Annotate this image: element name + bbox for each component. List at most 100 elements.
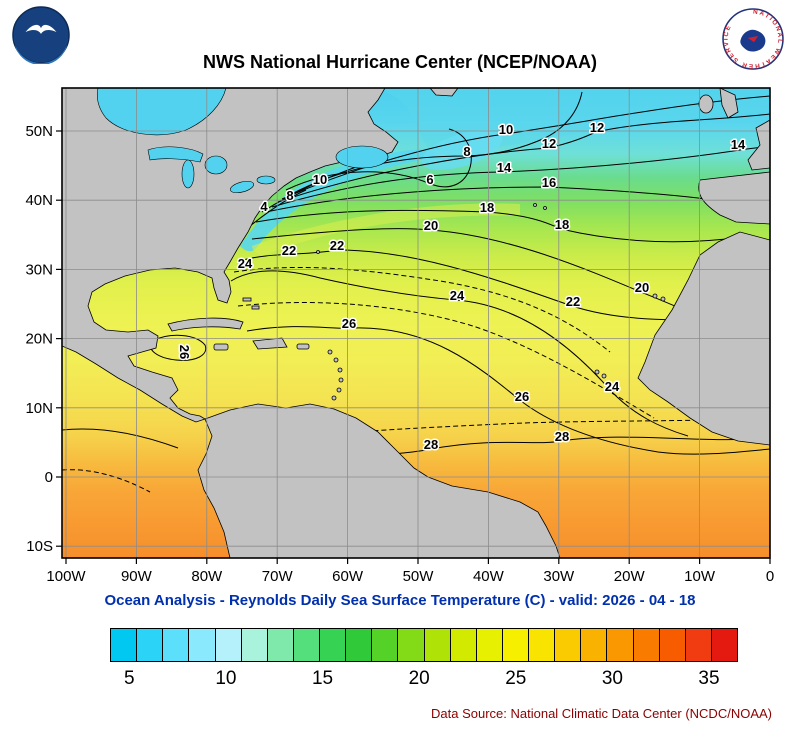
isotherm-18 <box>255 209 745 243</box>
land-azores <box>533 203 537 207</box>
land-cuba <box>167 317 244 332</box>
colorbar-tick-label: 5 <box>124 668 135 689</box>
colorbar-cell <box>424 629 451 661</box>
land-bermuda <box>316 250 320 254</box>
isotherm-25-dashed <box>237 302 655 419</box>
colorbar-cell <box>555 629 582 661</box>
noaa-logo-gull-icon <box>25 24 57 35</box>
land-jamaica <box>213 343 229 351</box>
colorbar-cell <box>163 629 190 661</box>
map-caption: Ocean Analysis - Reynolds Daily Sea Surf… <box>104 592 696 609</box>
sst-map: 4 8 10 6 8 10 12 12 14 14 16 18 18 20 20 22 22 22 24 24 24 26… <box>25 87 774 585</box>
land-antilles-island <box>337 367 343 373</box>
contour-label: 22 <box>566 294 580 309</box>
y-tick-label: 0 <box>45 469 53 486</box>
nws-logo: NATIONAL WEATHER SERVICE <box>722 8 784 70</box>
y-tick-label: 40N <box>25 192 53 209</box>
hudson-bay <box>96 88 227 136</box>
lake-huron <box>204 155 228 175</box>
isotherm-pacific-1 <box>62 428 179 449</box>
colorbar-cell <box>189 629 216 661</box>
contour-label: 22 <box>330 238 344 253</box>
land-puerto-rico <box>296 343 310 350</box>
lake-erie <box>230 180 254 194</box>
land-britain <box>719 88 739 119</box>
contour-label: 12 <box>542 136 556 151</box>
contour-label: 8 <box>286 188 293 203</box>
lake-michigan <box>181 159 195 189</box>
isotherm-23-dashed <box>233 266 611 353</box>
isotherm-6 <box>285 128 472 191</box>
contour-label: 4 <box>260 199 268 214</box>
land-antilles-island <box>338 377 344 383</box>
x-tick-label: 20W <box>614 568 646 585</box>
inland-waters <box>96 88 389 194</box>
y-tick-label: 10N <box>25 400 53 417</box>
cold-water-patch-coast <box>240 149 436 252</box>
land-azores <box>543 206 547 210</box>
land-south-america <box>197 403 561 558</box>
x-tick-label: 50W <box>403 568 435 585</box>
contour-label: 14 <box>731 137 746 152</box>
contour-label: 12 <box>590 120 604 135</box>
x-tick-label: 10W <box>684 568 716 585</box>
contour-label: 10 <box>499 122 513 137</box>
land-canary-island <box>652 293 658 299</box>
land-cape-verde <box>594 369 600 375</box>
land-antilles-island <box>327 349 333 355</box>
x-tick-label: 40W <box>473 568 505 585</box>
contour-label: 26 <box>342 316 356 331</box>
contour-label: 14 <box>497 160 512 175</box>
x-tick-label: 60W <box>332 568 364 585</box>
land-antilles-island <box>336 387 342 393</box>
cold-water-patch-banks <box>421 129 503 171</box>
land-antilles-island <box>331 395 337 401</box>
axes: 100W 90W 80W 70W 60W 50W 40W 30W 20W 10W 0 50N 40N 30… <box>25 123 774 585</box>
contour-labels: 4 8 10 6 8 10 12 12 14 14 16 18 18 20 20 22 22 22 24 24 24 26… <box>176 119 748 454</box>
colorbar-cell <box>111 629 138 661</box>
colorbar-cell <box>346 629 373 661</box>
colorbar-cell <box>320 629 347 661</box>
contour-label: 6 <box>426 172 433 187</box>
colorbar-tick-label: 25 <box>505 668 527 689</box>
colorbar-cell <box>711 629 737 661</box>
x-tick-label: 80W <box>191 568 223 585</box>
contour-label: 16 <box>542 175 556 190</box>
map-frame <box>61 87 771 559</box>
isotherm-12 <box>277 113 770 203</box>
page-title: NWS National Hurricane Center (NCEP/NOAA… <box>202 52 598 72</box>
contour-label: 20 <box>635 280 649 295</box>
y-tick-label: 20N <box>25 331 53 348</box>
colorbar-cell <box>685 629 712 661</box>
colorbar-tick-label: 20 <box>408 668 430 689</box>
x-tick-label: 90W <box>121 568 153 585</box>
isotherm-26-gulf <box>150 334 207 361</box>
colorbar-cell <box>581 629 608 661</box>
lake-ontario <box>256 175 276 185</box>
x-tick-label: 70W <box>262 568 294 585</box>
y-tick-label: 30N <box>25 261 53 278</box>
colorbar-cell <box>372 629 399 661</box>
isotherm-26 <box>246 326 770 455</box>
colorbar-cell <box>476 629 503 661</box>
contour-label: 8 <box>463 144 470 159</box>
isotherm-14 <box>271 146 770 208</box>
colorbar-cell <box>633 629 660 661</box>
isotherm-24 <box>230 270 689 437</box>
land-bahamas <box>242 297 252 302</box>
land-bahamas <box>251 305 260 310</box>
x-tick-label: 30W <box>543 568 575 585</box>
y-tick-label: 10S <box>26 538 53 555</box>
colorbar-cell <box>502 629 529 661</box>
contour-label: 26 <box>515 389 529 404</box>
colorbar-cell <box>241 629 268 661</box>
colorbar-tick-label: 35 <box>698 668 720 689</box>
contour-label: 24 <box>605 379 620 394</box>
colorbar-cell <box>607 629 634 661</box>
x-tick-label: 0 <box>766 568 774 585</box>
land-cape-verde <box>601 373 607 379</box>
map-body: 4 8 10 6 8 10 12 12 14 14 16 18 18 20 20 22 22 22 24 24 24 26… <box>62 88 770 558</box>
contour-label: 24 <box>238 256 253 271</box>
nws-logo-bird-icon <box>747 35 759 43</box>
land-antilles-island <box>333 357 339 363</box>
